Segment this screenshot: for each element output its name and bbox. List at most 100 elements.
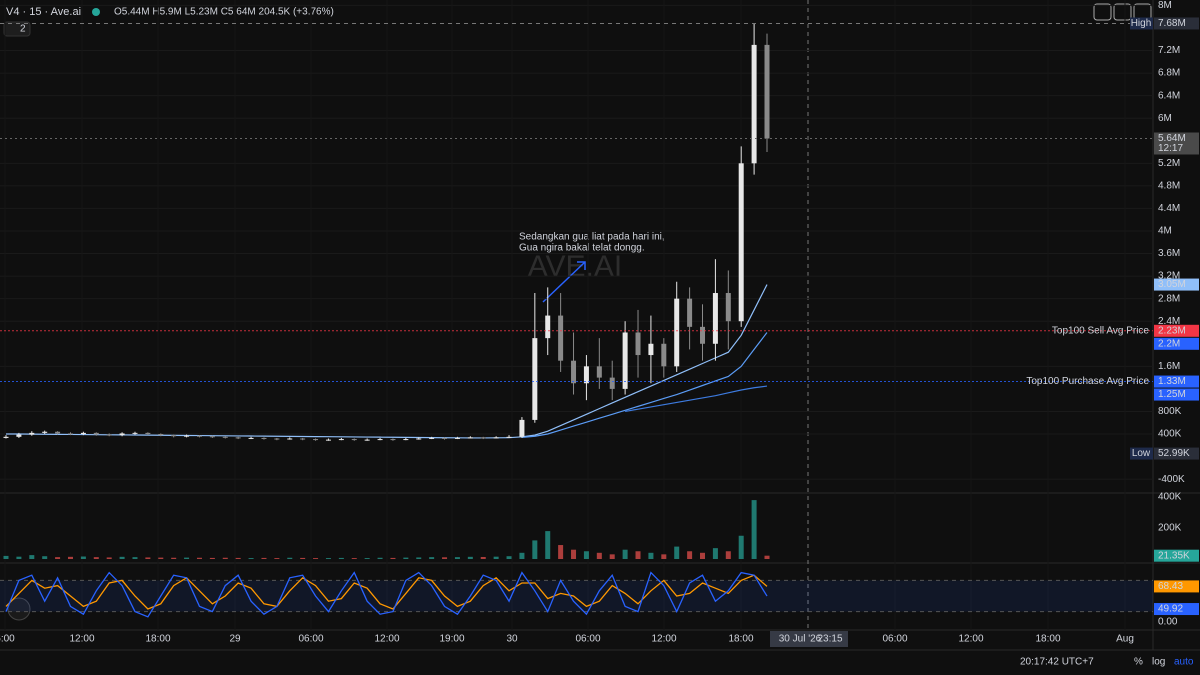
candle-body bbox=[248, 437, 254, 439]
volume-bar bbox=[609, 554, 615, 559]
candle-body bbox=[596, 366, 602, 378]
candle-body bbox=[506, 436, 512, 438]
volume-bar bbox=[313, 558, 319, 559]
arrow-head bbox=[577, 261, 586, 270]
stoch-marker-label: 49.92 bbox=[1158, 604, 1183, 615]
time-label: 23:15 bbox=[817, 634, 842, 645]
moving-average bbox=[6, 284, 768, 439]
crosshair-time-box bbox=[770, 631, 848, 647]
time-label: 30 Jul '26 bbox=[779, 634, 822, 645]
time-label: Aug bbox=[1116, 634, 1134, 645]
indicator-toggle[interactable] bbox=[3, 21, 31, 37]
candle-body bbox=[119, 433, 125, 436]
ohlc: O5.44M H5.9M L5.23M C5.64M 204.5K (+3.76… bbox=[114, 7, 334, 18]
volume-bar bbox=[325, 558, 331, 559]
price-marker bbox=[1154, 17, 1199, 30]
volume-tick-label: 200K bbox=[1158, 523, 1182, 534]
candle-body bbox=[454, 437, 460, 439]
auto-toggle[interactable]: auto bbox=[1174, 657, 1194, 668]
time-label: 29 bbox=[229, 634, 241, 645]
candle-body bbox=[700, 326, 706, 344]
candle-body bbox=[493, 437, 499, 439]
moving-average bbox=[625, 385, 768, 413]
volume-bar bbox=[635, 551, 641, 559]
volume-bar bbox=[42, 556, 48, 559]
tv-logo[interactable] bbox=[7, 597, 31, 621]
volume-bar bbox=[106, 557, 112, 559]
volume-bar bbox=[403, 557, 409, 559]
volume-bar bbox=[725, 551, 731, 559]
volume-bar bbox=[235, 557, 241, 559]
down-button[interactable] bbox=[1093, 3, 1112, 21]
candle-body bbox=[364, 439, 370, 441]
y-tick-label: 3.6M bbox=[1158, 248, 1180, 259]
y-tick-label: 4.8M bbox=[1158, 181, 1180, 192]
volume-bar bbox=[196, 557, 202, 559]
time-label: 06:00 bbox=[575, 634, 600, 645]
candle-body bbox=[661, 343, 667, 367]
time-label: 18:00 bbox=[145, 634, 170, 645]
volume-bar bbox=[700, 552, 706, 559]
watermark: AVE.AI bbox=[528, 250, 622, 283]
volume-bar bbox=[545, 531, 551, 559]
price-marker bbox=[1154, 324, 1199, 337]
volume-bar bbox=[29, 555, 35, 559]
volume-bar bbox=[145, 557, 151, 559]
volume-bar bbox=[119, 556, 125, 559]
candle-body bbox=[29, 432, 35, 435]
candle-body bbox=[764, 44, 770, 139]
y-tick-label: 4.4M bbox=[1158, 203, 1180, 214]
time-label: 30 bbox=[506, 634, 518, 645]
stoch-band bbox=[0, 580, 1153, 612]
volume-bar bbox=[764, 555, 770, 559]
volume-bar bbox=[377, 557, 383, 559]
volume-bar bbox=[93, 557, 99, 559]
candle-body bbox=[545, 315, 551, 339]
candle-body bbox=[416, 438, 422, 440]
volume-bar bbox=[364, 558, 370, 559]
time-label: 12:00 bbox=[69, 634, 94, 645]
candle-body bbox=[3, 436, 9, 438]
candle-body bbox=[725, 293, 731, 322]
time-label: 18:00 bbox=[1035, 634, 1060, 645]
candle-body bbox=[390, 439, 396, 441]
price-marker-countdown: 12:17 bbox=[1158, 143, 1183, 154]
price-marker-label: 1.25M bbox=[1158, 389, 1186, 400]
candle-body bbox=[403, 439, 409, 441]
time-label: 06:00 bbox=[882, 634, 907, 645]
volume-bar bbox=[583, 551, 589, 559]
volume-bar bbox=[480, 556, 486, 559]
candle-body bbox=[184, 435, 190, 437]
volume-bar bbox=[558, 545, 564, 559]
volume-bar bbox=[300, 557, 306, 559]
price-marker-label: 7.68M bbox=[1158, 18, 1186, 29]
candle-body bbox=[583, 366, 589, 384]
volume-bar bbox=[274, 558, 280, 559]
candle-body bbox=[106, 434, 112, 436]
symbol[interactable]: V4 · 15 · Ave.ai bbox=[6, 6, 81, 18]
percent-toggle[interactable]: % bbox=[1134, 657, 1143, 668]
y-tick-label: 1.6M bbox=[1158, 361, 1180, 372]
volume-bar bbox=[80, 556, 86, 559]
candle-body bbox=[442, 437, 448, 439]
volume-bar bbox=[661, 554, 667, 559]
candle-body bbox=[674, 298, 680, 367]
time-label: 18:00 bbox=[728, 634, 753, 645]
candle-body bbox=[480, 437, 486, 439]
candle-body bbox=[751, 44, 757, 164]
candle-body bbox=[429, 437, 435, 439]
candle-body bbox=[171, 435, 177, 437]
volume-bar bbox=[442, 557, 448, 559]
log-toggle[interactable]: log bbox=[1152, 657, 1165, 668]
candle-body bbox=[16, 434, 22, 437]
y-tick-label: 2.8M bbox=[1158, 293, 1180, 304]
volume-tick-label: 400K bbox=[1158, 492, 1182, 503]
y-tick-label: 2.4M bbox=[1158, 316, 1180, 327]
price-marker-name: Top100 Purchase Avg Price bbox=[1026, 376, 1149, 387]
candle-body bbox=[687, 298, 693, 327]
y-tick-label: 400K bbox=[1158, 429, 1182, 440]
candle-body bbox=[558, 315, 564, 361]
up-button[interactable] bbox=[1113, 3, 1132, 21]
candle-body bbox=[519, 419, 525, 437]
candle-body bbox=[209, 436, 215, 438]
